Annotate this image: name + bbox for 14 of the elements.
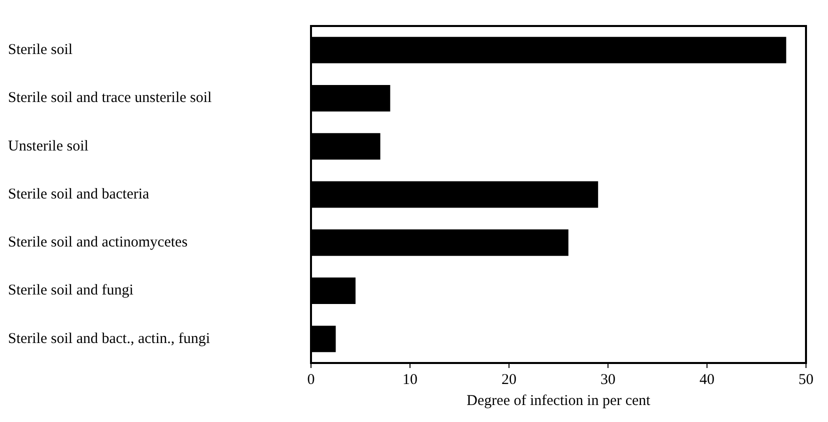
x-tick-label: 10 (402, 372, 418, 388)
y-tick-label: Sterile soil and bact., actin., fungi (8, 330, 210, 347)
x-tick-label: 20 (502, 372, 516, 388)
y-tick-label: Sterile soil and trace unsterile soil (8, 90, 212, 106)
x-tick-label: 40 (700, 372, 714, 388)
x-tick-label: 30 (600, 372, 616, 388)
y-tick-label: Sterile soil and fungi (8, 282, 134, 299)
x-tick-label: 0 (307, 372, 315, 388)
y-tick-label: Sterile soil and actinomycetes (8, 234, 188, 251)
y-tick-label: Sterile soil (8, 42, 73, 58)
x-tick-label: 50 (798, 372, 814, 388)
y-tick-label: Unsterile soil (8, 138, 88, 154)
x-axis-title: Degree of infection in per cent (466, 392, 652, 409)
y-tick-label: Sterile soil and bacteria (8, 186, 150, 202)
